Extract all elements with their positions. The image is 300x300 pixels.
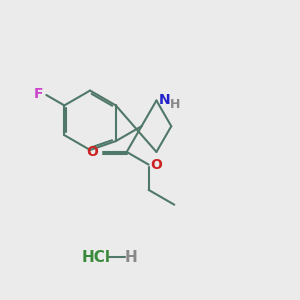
Text: O: O <box>150 158 162 172</box>
Text: N: N <box>159 94 170 107</box>
Text: F: F <box>33 86 43 100</box>
Text: O: O <box>87 145 98 159</box>
Text: H: H <box>124 250 137 265</box>
Text: H: H <box>170 98 180 111</box>
Text: HCl: HCl <box>82 250 111 265</box>
